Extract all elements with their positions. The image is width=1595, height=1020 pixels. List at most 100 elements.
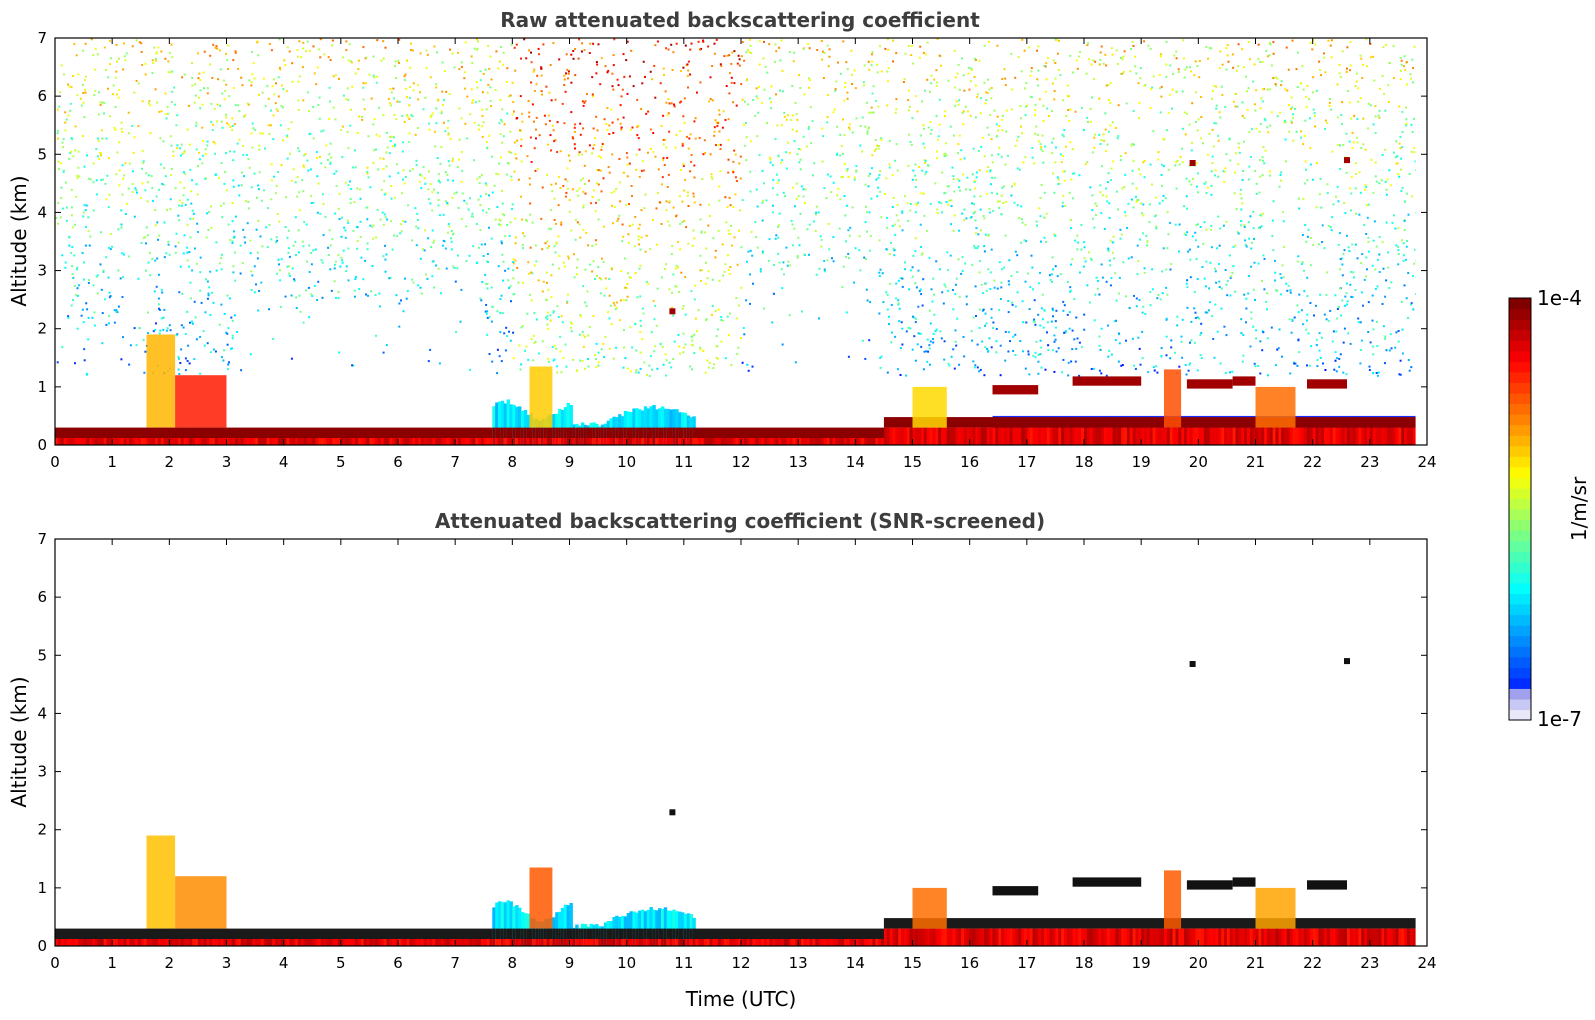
noise-pixel (1145, 234, 1148, 237)
noise-pixel (72, 155, 75, 158)
noise-pixel (1152, 288, 1154, 291)
noise-pixel (545, 298, 548, 301)
noise-pixel (962, 110, 965, 113)
noise-pixel (683, 97, 686, 100)
noise-pixel (385, 131, 388, 134)
noise-pixel (628, 203, 630, 205)
noise-pixel (392, 145, 394, 148)
noise-pixel (641, 82, 644, 85)
noise-pixel (429, 183, 432, 186)
noise-pixel (609, 304, 612, 307)
noise-pixel (1138, 117, 1141, 120)
layer-band (240, 427, 245, 439)
noise-pixel (974, 364, 977, 367)
noise-pixel (967, 72, 970, 75)
noise-pixel (952, 134, 955, 137)
noise-pixel (974, 179, 977, 182)
noise-pixel (121, 252, 124, 255)
noise-pixel (1008, 283, 1011, 286)
noise-pixel (279, 124, 282, 127)
noise-pixel (444, 171, 447, 174)
noise-pixel (668, 361, 671, 364)
noise-pixel (1108, 259, 1111, 262)
noise-pixel (83, 348, 86, 351)
noise-pixel (1372, 372, 1374, 375)
noise-pixel (1219, 50, 1222, 53)
noise-pixel (1412, 308, 1415, 311)
noise-pixel (1043, 236, 1046, 239)
noise-pixel (876, 71, 879, 74)
noise-pixel (702, 40, 705, 43)
noise-pixel (998, 146, 1001, 149)
noise-pixel (231, 128, 234, 131)
noise-pixel (620, 128, 623, 131)
noise-pixel (1180, 340, 1183, 343)
noise-pixel (409, 66, 412, 69)
noise-pixel (232, 236, 235, 239)
noise-pixel (1288, 130, 1291, 133)
noise-pixel (397, 59, 400, 62)
noise-pixel (1064, 330, 1067, 333)
noise-pixel (1063, 129, 1066, 131)
noise-pixel (739, 209, 742, 212)
noise-pixel (274, 102, 277, 105)
noise-pixel (489, 99, 492, 102)
noise-pixel (1161, 199, 1164, 202)
noise-pixel (384, 270, 387, 273)
noise-pixel (1165, 286, 1168, 289)
noise-pixel (500, 118, 503, 121)
noise-pixel (1143, 40, 1146, 43)
noise-pixel (924, 173, 927, 176)
noise-pixel (259, 235, 262, 238)
surface-layer (69, 438, 73, 445)
noise-pixel (1383, 93, 1386, 96)
noise-pixel (848, 234, 851, 237)
noise-pixel (1259, 175, 1262, 178)
noise-pixel (1318, 332, 1321, 335)
noise-pixel (1405, 245, 1408, 248)
noise-pixel (1054, 62, 1057, 64)
noise-pixel (911, 117, 914, 119)
noise-pixel (926, 360, 929, 363)
noise-pixel (901, 327, 904, 330)
noise-pixel (868, 211, 871, 214)
noise-pixel (164, 57, 167, 60)
noise-pixel (1135, 195, 1137, 198)
noise-pixel (116, 60, 118, 63)
noise-pixel (976, 93, 979, 96)
noise-pixel (1037, 353, 1040, 356)
noise-pixel (1070, 178, 1073, 181)
noise-pixel (475, 38, 478, 41)
noise-pixel (1194, 60, 1197, 63)
noise-pixel (389, 140, 392, 143)
noise-pixel (1250, 265, 1253, 268)
noise-pixel (122, 177, 125, 180)
noise-pixel (548, 245, 551, 248)
noise-pixel (1393, 214, 1395, 217)
noise-pixel (1274, 83, 1277, 86)
noise-pixel (505, 326, 508, 329)
noise-pixel (428, 128, 431, 131)
noise-pixel (1122, 261, 1125, 264)
noise-pixel (332, 106, 335, 109)
noise-pixel (832, 236, 835, 239)
noise-pixel (341, 216, 343, 219)
noise-pixel (580, 50, 583, 53)
noise-pixel (965, 217, 968, 220)
noise-pixel (63, 73, 65, 76)
noise-pixel (978, 308, 981, 311)
noise-pixel (989, 170, 992, 173)
noise-pixel (383, 180, 386, 183)
noise-pixel (1397, 249, 1400, 252)
noise-pixel (350, 108, 352, 111)
noise-pixel (512, 258, 515, 261)
noise-pixel (908, 133, 911, 136)
noise-pixel (118, 169, 121, 172)
noise-pixel (225, 52, 227, 55)
noise-pixel (851, 206, 854, 209)
noise-pixel (1226, 294, 1229, 297)
noise-pixel (1373, 220, 1376, 223)
noise-pixel (691, 244, 694, 247)
noise-pixel (1196, 223, 1199, 226)
noise-pixel (104, 182, 107, 185)
